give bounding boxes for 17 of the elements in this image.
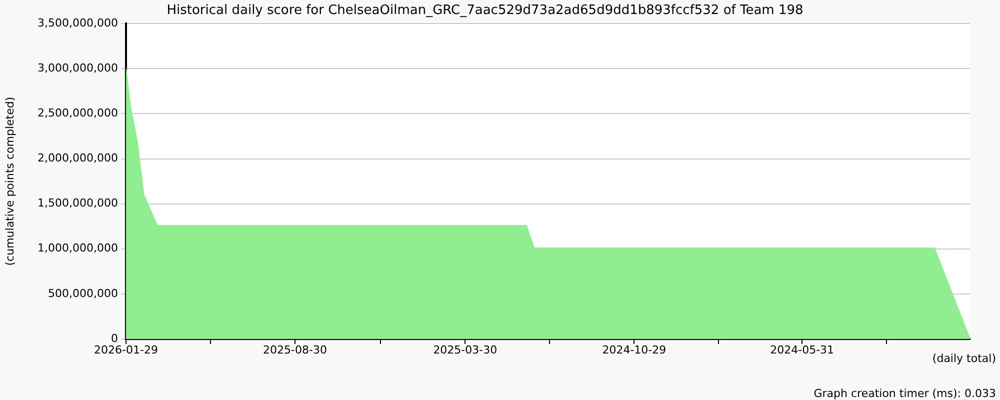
y-tick-label: 3,000,000,000 — [38, 62, 118, 75]
y-tick-label: 1,500,000,000 — [38, 196, 118, 210]
x-tick-label: 2025-08-30 — [263, 343, 327, 356]
chart-title: Historical daily score for ChelseaOilman_GRC_7aac529d73a2ad65d9dd1b893fccf532 of Team 198 — [166, 3, 804, 18]
y-axis-title: (cumulative points completed) — [3, 96, 16, 266]
x-tick-label: 2024-05-31 — [770, 343, 834, 356]
y-tick-label: 500,000,000 — [48, 286, 118, 300]
y-tick-label: 2,000,000,000 — [38, 152, 118, 165]
x-axis-title: (daily total) — [932, 352, 996, 365]
y-tick-label: 3,500,000,000 — [38, 16, 118, 30]
x-tick-label: 2024-10-29 — [602, 343, 666, 356]
x-tick-label: 2026-01-29 — [94, 343, 158, 356]
y-tick-label: 2,500,000,000 — [38, 106, 118, 120]
x-tick-label: 2025-03-30 — [433, 343, 498, 356]
y-tick-label: 1,000,000,000 — [38, 242, 118, 255]
y-tick-label: 0 — [111, 332, 118, 345]
text: Graph creation timer (ms): 0.033 — [814, 387, 996, 400]
